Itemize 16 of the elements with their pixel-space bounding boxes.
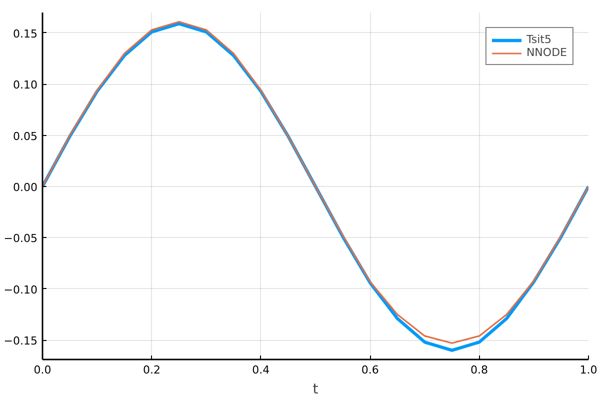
x-tick-label: 0.8	[470, 364, 488, 376]
legend-label: Tsit5	[526, 33, 552, 46]
x-tick-label: 0.6	[361, 364, 379, 376]
x-tick-label: 0.4	[252, 364, 270, 376]
y-tick-label: −0.15	[4, 334, 38, 348]
legend-label: NNODE	[526, 46, 567, 59]
x-tick-label: 0.2	[142, 364, 160, 376]
y-tick-label: −0.05	[4, 232, 38, 246]
y-tick-label: 0.00	[13, 181, 38, 194]
x-axis-title: t	[312, 382, 319, 398]
y-tick-label: 0.15	[13, 27, 38, 40]
y-tick-label: 0.10	[13, 78, 38, 92]
y-tick-label: 0.05	[13, 130, 38, 143]
y-tick-label: −0.10	[4, 283, 38, 296]
x-tick-label: 0.0	[34, 364, 52, 376]
x-tick-label: 1.0	[580, 364, 598, 376]
